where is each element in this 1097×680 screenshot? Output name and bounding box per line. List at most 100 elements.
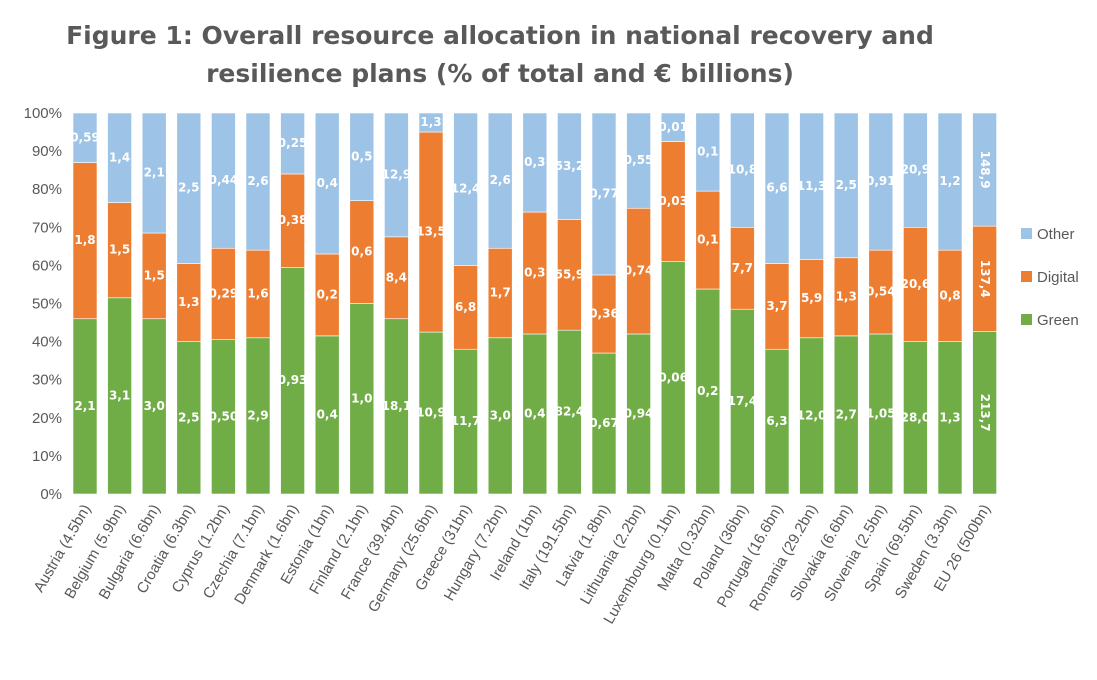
bar-stack: 6,3 3,7 6,6 [764,112,790,495]
data-label: 10,8 [728,163,758,177]
data-label: 3,0 [144,399,165,413]
data-label: 2,1 [144,166,165,180]
bar-segment-green [972,331,997,495]
bar-segment-other [591,112,617,276]
bar-stack: 2,5 1,3 2,5 [176,112,202,495]
data-label: 11,3 [797,179,827,193]
bar-segment-green [764,348,790,495]
data-label: 0,5 [351,149,372,163]
data-label: 5,9 [801,291,822,305]
data-label: 3,0 [490,408,511,422]
legend-item-green: Green [1021,312,1079,329]
bar-segment-other [833,112,859,259]
legend-swatch [1021,314,1032,325]
legend: Other Digital Green [1021,226,1079,329]
data-label: 55,9 [555,267,585,281]
data-label: 0,93 [278,373,308,387]
bar-segment-digital [764,263,790,350]
data-label: 20,9 [901,163,931,177]
data-label: 0,55 [624,153,654,167]
data-label: 0,77 [589,186,619,200]
bar-stack: 1,3 0,8 1,2 [937,112,963,495]
data-label: 3,7 [766,299,787,313]
data-label: 1,0 [351,391,372,405]
bar-segment-green [176,341,202,495]
data-label: 2,5 [178,410,199,424]
legend-item-other: Other [1021,226,1075,243]
bar-segment-other [730,112,755,228]
bar-segment-green [349,303,375,495]
bar-segment-other [418,112,444,133]
bar-segment-other [487,112,513,249]
data-label: 53,2 [555,159,585,173]
bar-segment-digital [522,211,548,335]
bar-segment-digital [141,232,167,320]
bar-segment-other [314,112,340,255]
data-label: 0,8 [939,288,960,302]
bar-segment-other [937,112,963,251]
bars: 2,1 1,8 0,59 3,1 1,5 1,4 3,0 1,5 2,1 2,5 1,3 2,5 0,5… [70,112,997,495]
bar-segment-green [937,341,963,495]
data-label: 6,3 [766,414,787,428]
bar-segment-other [107,112,132,203]
data-label: 0,36 [589,306,619,320]
data-label: 1,2 [939,174,960,188]
bar-segment-other [695,112,721,192]
bar-segment-other [245,112,271,251]
data-label: 0,29 [209,286,239,300]
y-tick-label: 30% [32,372,62,389]
bar-segment-digital [487,247,513,339]
bar-stack: 12,0 5,9 11,3 [797,112,827,495]
bar-segment-digital [868,249,894,335]
data-label: 2,1 [74,399,95,413]
chart-title-line-1: Figure 1: Overall resource allocation in… [66,21,934,50]
data-label: 0,4 [524,406,545,420]
data-label: 10,9 [416,406,446,420]
data-label: 0,50 [209,409,239,423]
bar-segment-digital [833,257,859,337]
data-label: 1,3 [178,295,199,309]
bar-stack: 0,4 0,2 0,4 [314,112,340,495]
bar-segment-digital [280,173,305,268]
bar-segment-digital [557,219,582,331]
data-label: 0,1 [697,145,718,159]
bar-stack: 0,4 0,3 0,3 [522,112,548,495]
y-tick-label: 50% [32,296,62,313]
bar-segment-other [211,112,236,249]
bar-stack: 1,0 0,6 0,5 [349,112,375,495]
bar-stack: 213,7 137,4 148,9 [972,112,997,495]
bar-stack: 0,67 0,36 0,77 [589,112,619,495]
bar-stack: 3,0 1,7 2,6 [487,112,513,495]
y-tick-label: 60% [32,257,62,274]
data-label: 0,91 [866,174,896,188]
bar-stack: 11,7 6,8 12,4 [451,112,480,495]
bar-segment-digital [384,236,409,320]
bar-segment-other [660,112,686,142]
y-tick-label: 10% [32,448,62,465]
bar-segment-green [72,318,98,495]
bar-segment-other [557,112,582,220]
bar-segment-other [764,112,790,264]
bar-stack: 2,1 1,8 0,59 [70,112,100,495]
data-label: 82,4 [555,405,585,419]
bar-segment-green [730,308,755,495]
x-axis: Austria (4.5bn)Belgium (5.9bn)Bulgaria (… [31,501,995,626]
bar-segment-green [903,341,928,495]
data-label: 6,6 [766,181,787,195]
bar-segment-digital [107,202,132,299]
data-label: 0,1 [697,233,718,247]
bar-stack: 3,1 1,5 1,4 [107,112,132,495]
legend-label: Other [1037,226,1075,243]
data-label: 28,0 [901,410,931,424]
bar-segment-green [141,318,167,495]
data-label: 17,4 [728,394,758,408]
y-tick-label: 90% [32,143,62,160]
bar-segment-digital [418,131,444,333]
bar-segment-digital [937,249,963,342]
data-label: 1,6 [247,286,268,300]
bar-segment-digital [591,274,617,354]
data-label: 2,7 [836,407,857,421]
data-label: 2,9 [247,408,268,422]
data-label: 1,3 [939,410,960,424]
data-label: 2,6 [490,173,511,187]
